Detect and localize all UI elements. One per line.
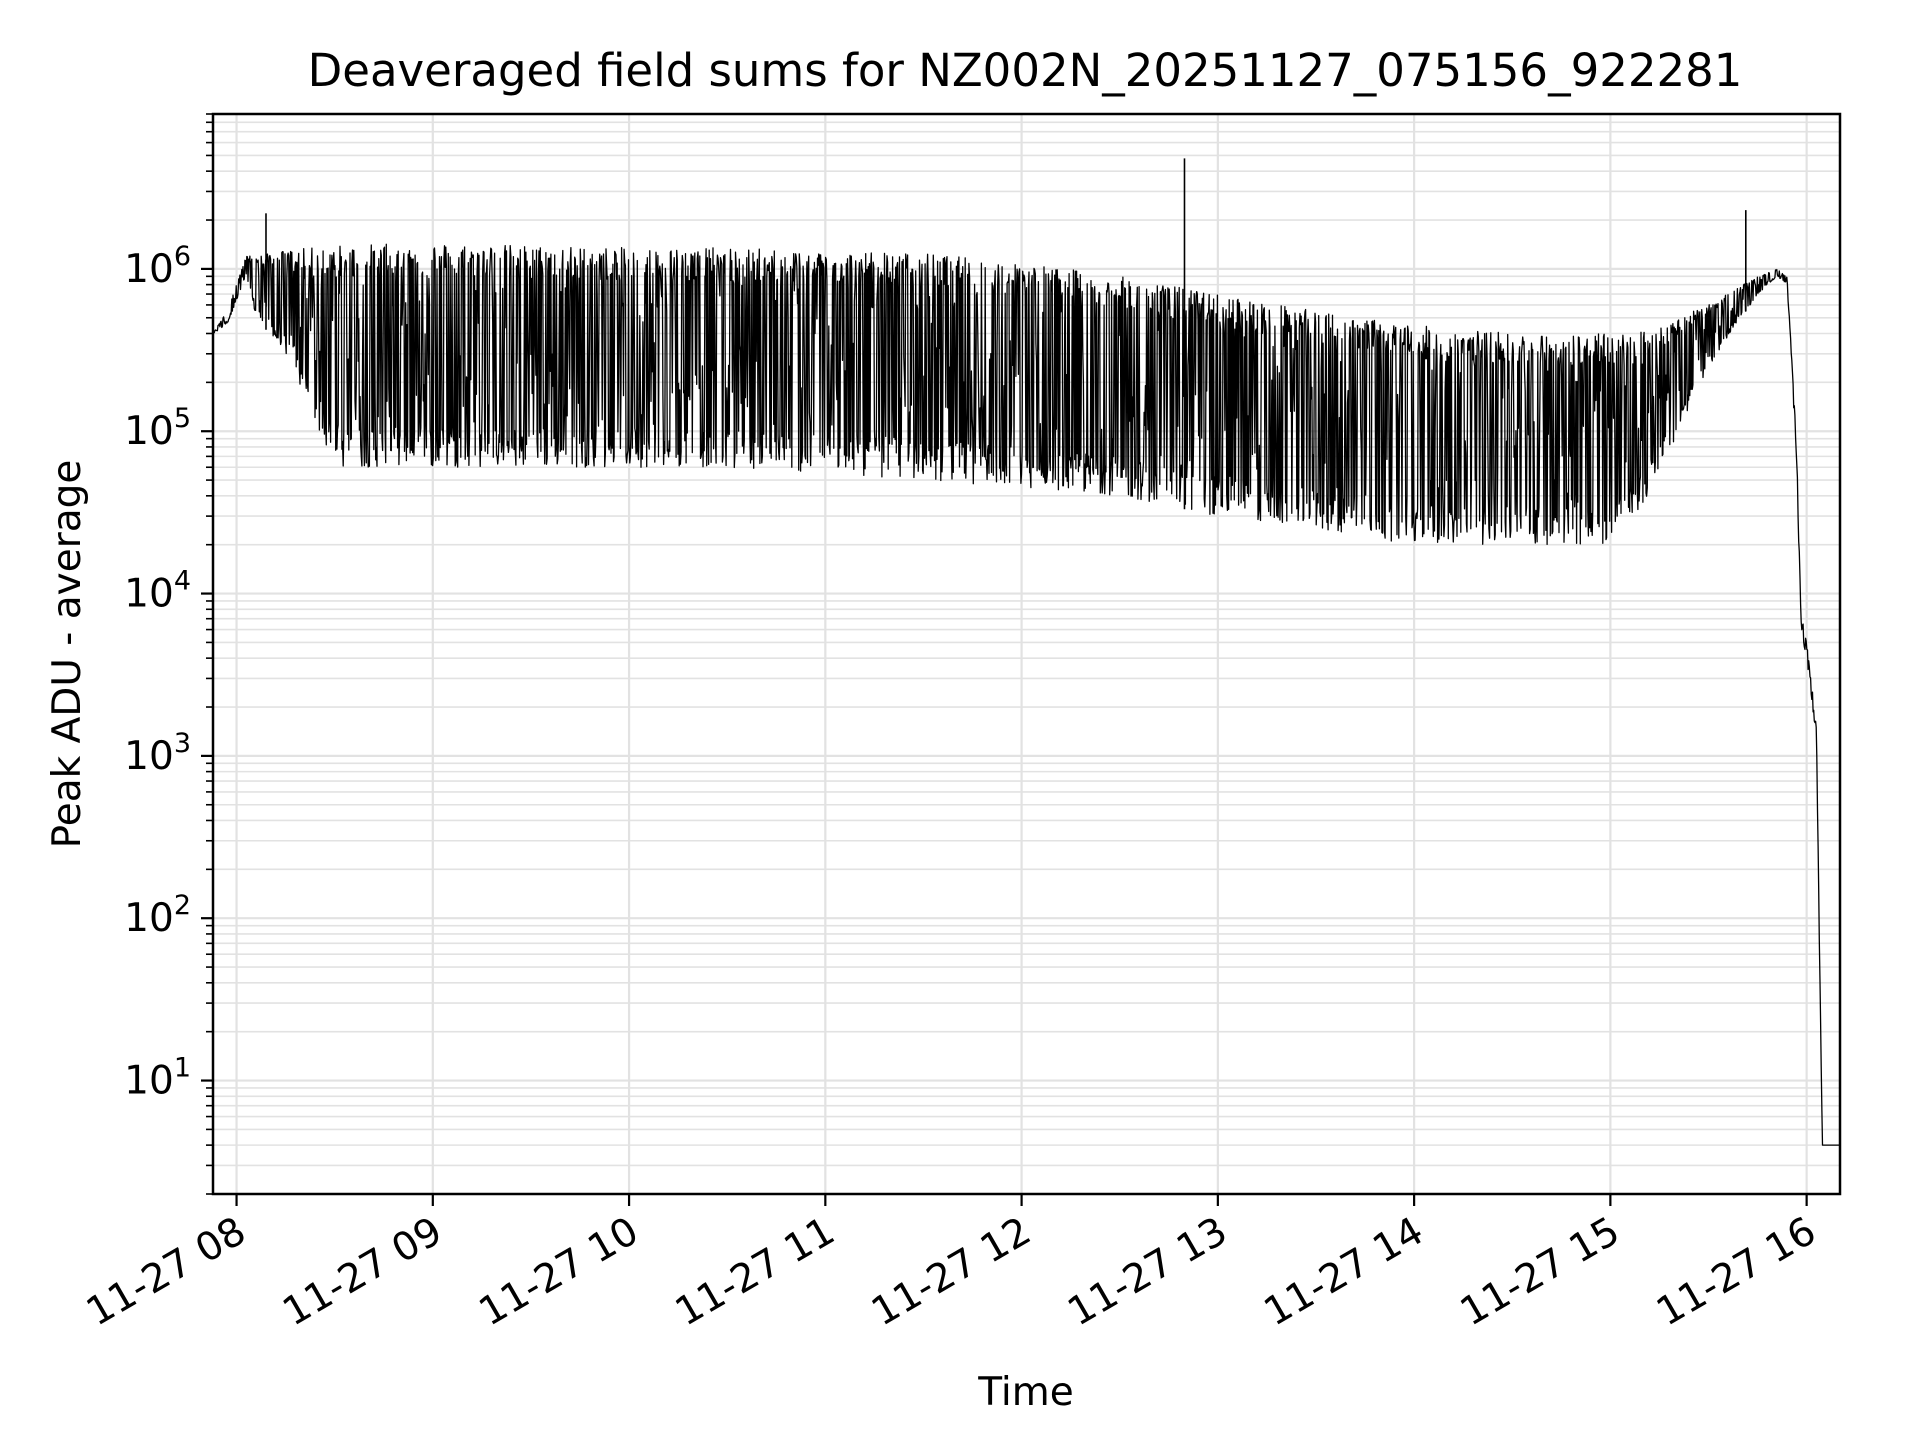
x-axis-label: Time	[977, 1370, 1073, 1415]
plot-frame	[211, 112, 1842, 1196]
y-tick-label: 102	[124, 890, 191, 941]
y-tick-label: 104	[124, 566, 191, 617]
series-line	[212, 243, 1841, 1146]
y-tick-label: 105	[124, 403, 191, 454]
y-tick-base: 10	[124, 1059, 174, 1104]
y-tick-exponent: 2	[174, 890, 191, 921]
y-tick-label: 103	[124, 728, 191, 779]
chart-title: Deaveraged field sums for NZ002N_2025112…	[308, 44, 1743, 97]
y-tick-base: 10	[124, 572, 174, 617]
y-tick-base: 10	[124, 247, 174, 292]
y-tick-label: 101	[124, 1053, 191, 1104]
y-tick-label: 106	[124, 241, 191, 292]
y-tick-base: 10	[124, 409, 174, 454]
y-tick-exponent: 5	[174, 403, 191, 434]
y-tick-exponent: 6	[174, 241, 191, 272]
y-tick-base: 10	[124, 734, 174, 779]
y-tick-exponent: 4	[174, 566, 191, 597]
y-axis-label: Peak ADU - average	[45, 460, 90, 849]
y-tick-exponent: 3	[174, 728, 191, 759]
series-group	[212, 158, 1841, 1146]
y-tick-base: 10	[124, 896, 174, 941]
y-tick-exponent: 1	[174, 1053, 191, 1084]
